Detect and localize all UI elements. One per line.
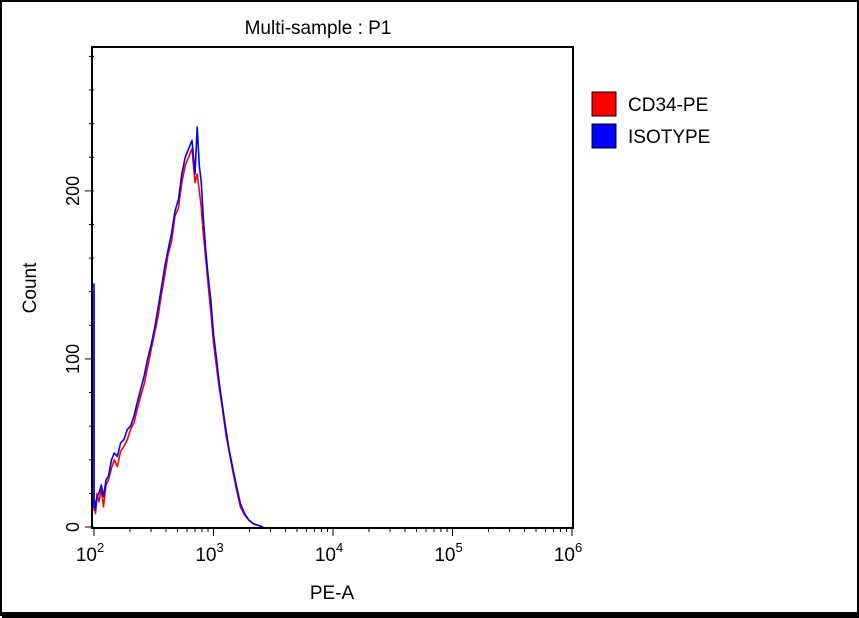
window-bottom-border [2,612,859,618]
y-axis-label: Count [20,262,41,313]
series-line-isotype [93,126,264,528]
y-tick-label: 200 [63,176,83,206]
legend-swatch [591,123,617,149]
plot-area [91,46,574,529]
x-tick-label: 105 [434,540,462,566]
y-tick-label: 100 [63,344,83,374]
x-tick-label: 102 [76,540,104,566]
legend-swatch [591,91,617,117]
x-axis-ticks: 102 103 104 105 106 [76,527,582,566]
x-tick-label: 103 [195,540,223,566]
legend-label: ISOTYPE [628,127,710,148]
y-axis-ticks: 0 100 200 [63,55,94,532]
x-axis-label: PE-A [310,583,355,604]
chart-title: Multi-sample : P1 [245,18,392,39]
series-layer [93,126,264,528]
legend: CD34-PE ISOTYPE [591,91,710,149]
legend-label: CD34-PE [628,95,708,116]
x-tick-label: 106 [554,540,582,566]
y-tick-label: 0 [63,522,83,532]
x-tick-label: 104 [315,540,343,566]
